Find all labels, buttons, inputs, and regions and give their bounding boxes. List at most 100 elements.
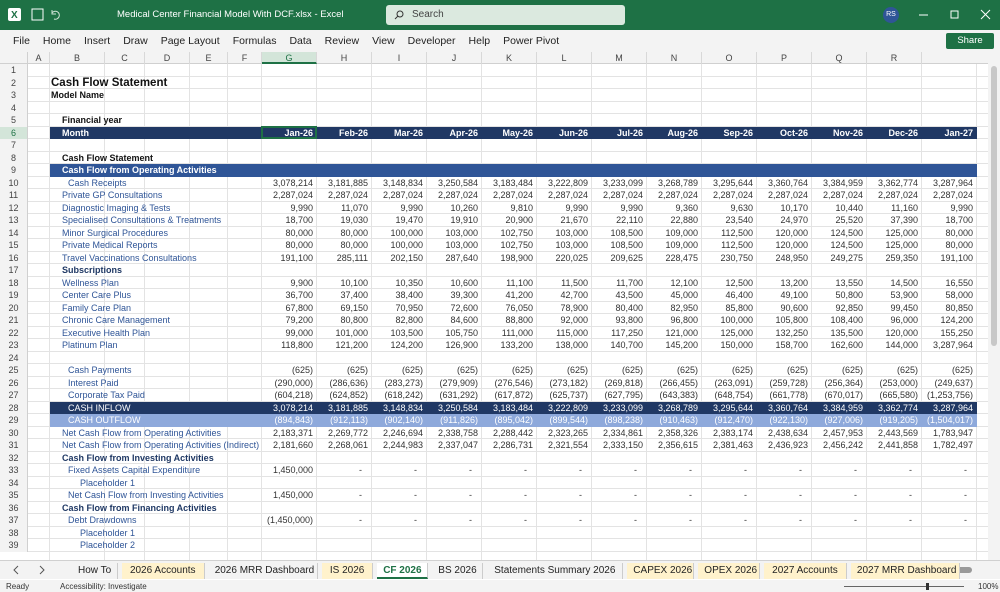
sheet-tab[interactable]: BS 2026 [432, 563, 484, 579]
sheet-tab[interactable]: 2026 MRR Dashboard [209, 563, 319, 579]
row-number: 37 [0, 514, 28, 527]
sheet-tab[interactable]: 2026 Accounts [121, 563, 205, 579]
grid-line [591, 64, 592, 560]
row-number: 14 [0, 226, 28, 239]
user-avatar[interactable]: RS [883, 7, 899, 23]
tab-scroll-arrows[interactable] [10, 565, 50, 575]
ribbon-tab[interactable]: Review [324, 35, 360, 47]
row-label: Cash Flow from Investing Activities [62, 452, 214, 463]
cell-value: (1,450,000) [266, 515, 313, 525]
sheet-tab[interactable]: Statements Summary 2026 [487, 563, 624, 579]
cell-value: 80,000 [285, 227, 313, 238]
grid-line [0, 538, 988, 539]
cell-value: - [689, 490, 692, 500]
cell-value: 3,295,644 [712, 402, 753, 413]
sheet-tab[interactable]: How To [72, 563, 118, 579]
status-accessibility[interactable]: Accessibility: Investigate [60, 582, 147, 591]
sheet-tab[interactable]: 2027 Accounts [764, 563, 847, 579]
sheet-tab[interactable]: CAPEX 2026 [627, 563, 695, 579]
ribbon-tab[interactable]: Page Layout [160, 35, 220, 47]
row-number: 5 [0, 114, 28, 127]
cell-value: 202,150 [390, 252, 423, 263]
ribbon-tab[interactable]: Formulas [232, 35, 277, 47]
grid-line [0, 300, 988, 302]
row-label: Wellness Plan [62, 277, 119, 288]
ribbon-tab[interactable]: Help [468, 35, 491, 47]
ribbon-tab[interactable]: View [372, 35, 395, 47]
cell-value: 70,950 [395, 302, 423, 313]
zoom-level: 100% [978, 582, 999, 591]
zoom-slider[interactable] [840, 582, 970, 591]
column-header: O [702, 52, 757, 64]
cell-value: 3,295,644 [712, 177, 753, 188]
grid-line [49, 64, 50, 560]
cell-value: (625) [786, 365, 808, 375]
grid-line [0, 313, 988, 314]
column-header: C [105, 52, 145, 64]
cell-value: 209,625 [610, 252, 643, 263]
row-number: 24 [0, 351, 28, 364]
cell-value: 84,600 [450, 315, 478, 325]
cell-value: 99,450 [890, 302, 918, 313]
cell-value: (618,242) [384, 390, 423, 400]
grid-line [0, 200, 988, 202]
sheet-tab[interactable]: CF 2026 [377, 563, 429, 579]
cell-value: 38,400 [395, 290, 423, 300]
sheet-tab[interactable]: 2027 MRR Dashboard [850, 563, 961, 579]
ribbon-tab[interactable]: Developer [407, 35, 456, 47]
cell-value: 18,700 [945, 215, 973, 225]
cell-value: - [744, 515, 747, 525]
row-number: 39 [0, 539, 28, 552]
row-number: 31 [0, 439, 28, 452]
cell-value: (263,091) [714, 377, 753, 388]
ribbon-tab[interactable]: Power Pivot [503, 35, 560, 47]
month-header: Sep-26 [723, 127, 753, 138]
sheet-tab[interactable]: OPEX 2026 [698, 563, 760, 579]
cell-value: - [469, 490, 472, 500]
cell-value: 9,990 [620, 202, 643, 213]
sheet-tab[interactable]: IS 2026 [322, 563, 374, 579]
cell-value: 103,000 [555, 227, 588, 238]
month-header: Jul-26 [616, 127, 643, 138]
cell-value: 2,381,463 [712, 440, 753, 450]
cell-value: - [524, 515, 527, 525]
grid-line [144, 64, 145, 560]
title-bar: X Medical Center Financial Model With DC… [0, 0, 1000, 30]
cell-value: (625) [896, 365, 918, 375]
row-label: Diagnostic Imaging & Tests [62, 202, 171, 213]
cell-value: 25,520 [835, 215, 863, 225]
cell-value: (898,238) [604, 415, 643, 425]
row-number: 20 [0, 301, 28, 314]
vertical-scrollbar[interactable] [988, 52, 1000, 560]
cell-value: 2,457,953 [822, 427, 863, 438]
row-number: 21 [0, 314, 28, 327]
cell-value: 124,200 [390, 340, 423, 350]
cell-value: 10,100 [340, 277, 368, 288]
cell-value: 259,350 [885, 252, 918, 263]
ribbon-tab[interactable]: Home [42, 35, 71, 47]
cell-value: 19,470 [395, 215, 423, 225]
cell-value: 120,000 [885, 327, 918, 338]
cell-value: 3,183,484 [492, 177, 533, 188]
row-label: Travel Vaccinations Consultations [62, 252, 197, 263]
ribbon-tab[interactable]: Insert [83, 35, 111, 47]
window-controls[interactable] [915, 8, 995, 22]
month-header: Oct-26 [779, 127, 808, 138]
search-box[interactable]: Search [386, 5, 625, 25]
cell-value: - [909, 515, 912, 525]
row-number: 35 [0, 489, 28, 502]
ribbon-tab[interactable]: File [13, 35, 30, 47]
ribbon-tab[interactable]: Draw [123, 35, 148, 47]
ribbon-tab[interactable]: Data [289, 35, 312, 47]
row-label: Placeholder 1 [80, 477, 136, 488]
cell-value: - [964, 515, 967, 525]
cell-value: - [414, 465, 417, 475]
grid-line [0, 463, 988, 464]
grid-line [866, 64, 867, 560]
share-button[interactable]: Share [946, 33, 994, 49]
row-label: Fixed Assets Capital Expenditure [68, 465, 201, 475]
cell-value: 2,358,326 [657, 427, 698, 438]
cell-value: (643,383) [659, 390, 698, 400]
cell-value: (279,909) [439, 377, 478, 388]
